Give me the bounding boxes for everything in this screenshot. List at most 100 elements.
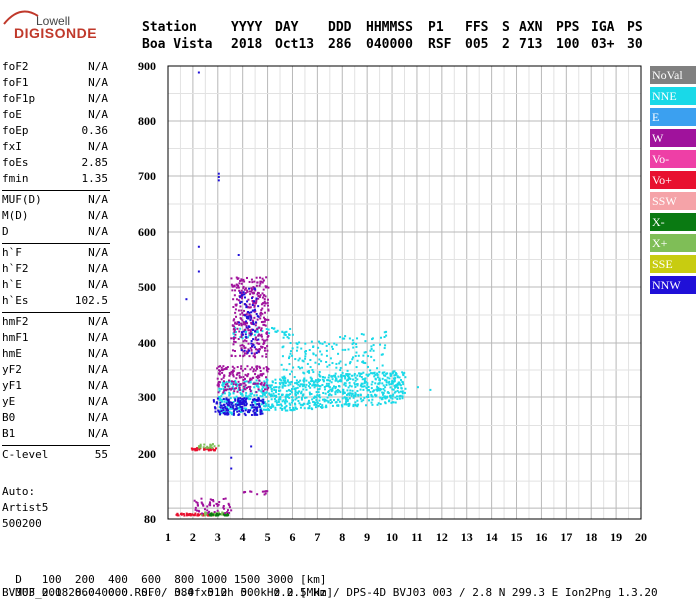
- param-value: N/A: [88, 395, 108, 408]
- echo-point: [219, 406, 222, 409]
- echo-point: [258, 403, 261, 406]
- artist-version: 500200: [2, 517, 42, 530]
- echo-point: [252, 302, 255, 305]
- echo-point: [288, 355, 291, 358]
- logo-digisonde: DIGISONDE: [14, 25, 98, 41]
- echo-point: [238, 282, 241, 285]
- echo-point: [353, 383, 356, 386]
- echo-point: [364, 362, 367, 365]
- echo-point: [356, 390, 359, 393]
- echo-point: [264, 324, 267, 327]
- param-value: N/A: [88, 92, 108, 105]
- echo-point: [311, 384, 314, 387]
- echo-point: [301, 366, 304, 369]
- echo-point: [244, 367, 247, 370]
- echo-point: [331, 362, 334, 365]
- echo-point: [283, 400, 286, 403]
- echo-point: [240, 324, 243, 327]
- echo-point: [261, 412, 264, 415]
- echo-point: [254, 330, 257, 333]
- echo-point: [243, 288, 246, 291]
- echo-point: [242, 350, 245, 353]
- echo-point: [257, 388, 260, 391]
- echo-point: [209, 448, 212, 451]
- echo-point: [233, 387, 236, 390]
- echo-point: [295, 379, 298, 382]
- echo-point: [177, 514, 180, 517]
- echo-point: [249, 329, 252, 332]
- echo-point: [381, 396, 384, 399]
- echo-point: [384, 386, 387, 389]
- echo-point: [239, 411, 242, 414]
- echo-point: [262, 323, 265, 326]
- echo-point: [282, 383, 285, 386]
- header-label-year: YYYY: [231, 20, 263, 35]
- echo-point: [235, 387, 238, 390]
- echo-point: [337, 375, 340, 378]
- echo-point: [253, 316, 256, 319]
- echo-point: [252, 309, 255, 312]
- param-value: N/A: [88, 411, 108, 424]
- echo-point: [302, 388, 305, 391]
- echo-point: [346, 400, 349, 403]
- echo-point: [220, 378, 223, 381]
- echo-point: [277, 389, 280, 392]
- echo-point: [259, 373, 262, 376]
- echo-point: [251, 343, 254, 346]
- header-label-iga: IGA: [591, 20, 615, 35]
- echo-point: [265, 395, 268, 398]
- echo-point: [263, 300, 266, 303]
- echo-point: [257, 350, 260, 353]
- echo-point: [228, 504, 231, 507]
- echo-point: [219, 404, 222, 407]
- echo-point: [283, 333, 286, 336]
- echo-point: [314, 383, 317, 386]
- echo-point: [218, 405, 221, 408]
- echo-point: [244, 330, 247, 333]
- echo-point: [348, 402, 351, 405]
- echo-point: [339, 391, 342, 394]
- echo-point: [216, 397, 219, 400]
- echo-point: [399, 379, 402, 382]
- echo-point: [362, 388, 365, 391]
- echo-point: [211, 498, 214, 501]
- echo-point: [328, 379, 331, 382]
- echo-point: [282, 336, 285, 339]
- echo-point: [222, 380, 225, 383]
- echo-point: [343, 383, 346, 386]
- echo-point: [243, 293, 246, 296]
- echo-point: [309, 393, 311, 396]
- x-tick-label: 14: [486, 530, 498, 544]
- echo-point: [194, 447, 197, 450]
- echo-point: [230, 383, 233, 386]
- echo-point: [258, 405, 261, 408]
- echo-point: [354, 401, 357, 404]
- echo-point: [185, 514, 188, 517]
- echo-point: [267, 318, 270, 321]
- header-label-s: S: [502, 20, 510, 35]
- distance-unit: [km]: [300, 573, 327, 586]
- echo-point: [371, 338, 374, 341]
- echo-point: [274, 406, 277, 409]
- echo-point: [259, 395, 262, 398]
- echo-point: [292, 385, 295, 388]
- echo-point: [233, 367, 236, 370]
- auto-label: Auto:: [2, 485, 36, 498]
- x-tick-label: 10: [386, 530, 398, 544]
- echo-point: [248, 398, 251, 401]
- echo-point: [307, 407, 310, 410]
- echo-point: [277, 401, 280, 404]
- echo-point: [259, 413, 262, 416]
- echo-point: [321, 378, 324, 381]
- echo-point: [272, 392, 275, 395]
- echo-point: [198, 445, 201, 448]
- echo-point: [290, 381, 293, 384]
- plot-frame: [167, 65, 642, 520]
- echo-point: [191, 448, 194, 451]
- echo-point: [396, 375, 399, 378]
- echo-point: [231, 349, 234, 352]
- echo-point: [197, 509, 200, 512]
- echo-point: [299, 403, 302, 406]
- echo-point: [207, 514, 210, 517]
- echo-point: [392, 377, 395, 380]
